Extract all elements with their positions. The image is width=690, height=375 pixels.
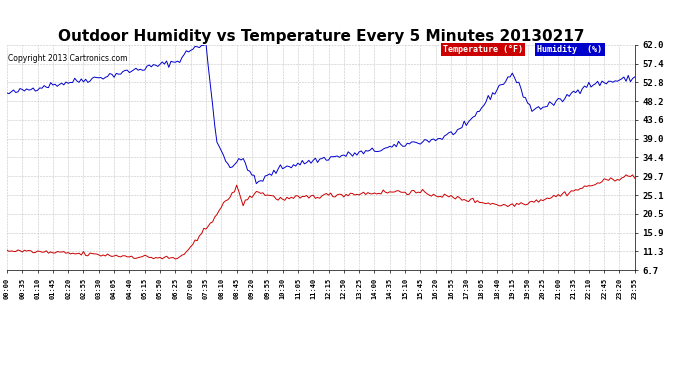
Text: Copyright 2013 Cartronics.com: Copyright 2013 Cartronics.com [8, 54, 128, 63]
Text: Humidity  (%): Humidity (%) [538, 45, 602, 54]
Title: Outdoor Humidity vs Temperature Every 5 Minutes 20130217: Outdoor Humidity vs Temperature Every 5 … [57, 29, 584, 44]
Text: Temperature (°F): Temperature (°F) [443, 45, 523, 54]
